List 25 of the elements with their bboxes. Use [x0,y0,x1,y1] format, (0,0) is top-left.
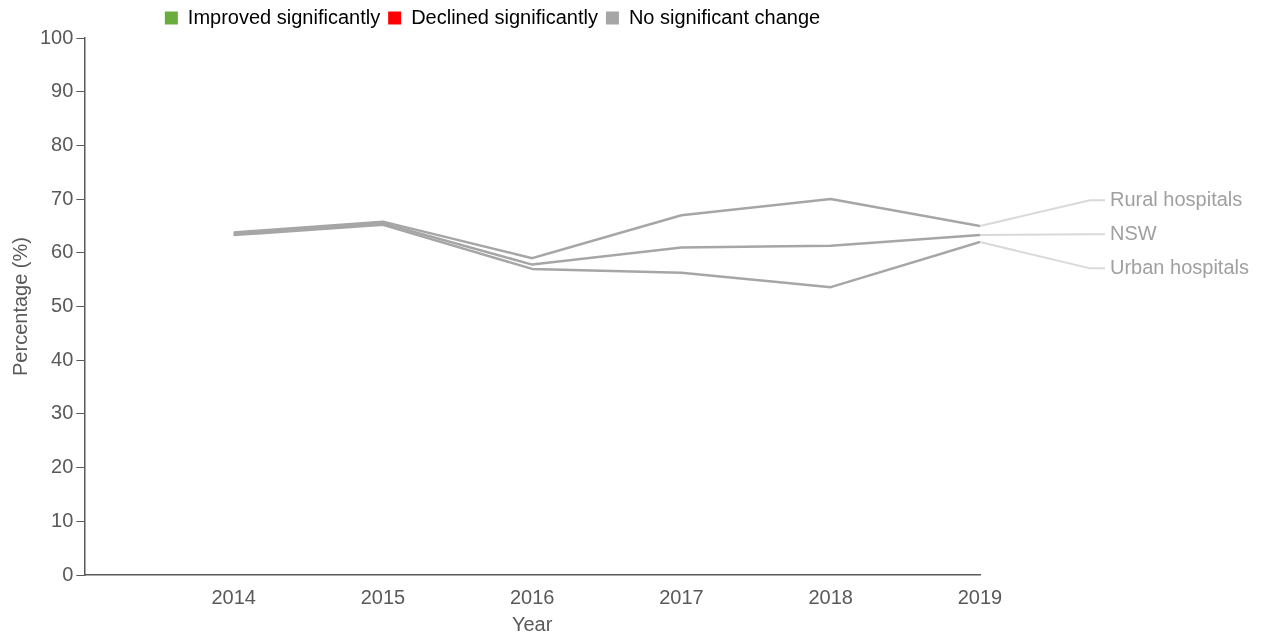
y-axis-title: Percentage (%) [8,237,31,376]
x-tick-label: 2014 [211,585,256,608]
legend-label: Declined significantly [411,5,598,28]
x-tick-label: 2017 [659,585,704,608]
text: NSW [1110,221,1157,244]
x-tick-label: 2015 [360,585,406,608]
y-tick-label: 40 [51,347,74,370]
y-tick-label: 60 [51,240,74,263]
text: Rural hospitals [1110,187,1243,210]
text: Urban hospitals [1110,255,1249,278]
y-tick-label: 0 [62,562,74,585]
y-tick-label: 90 [51,79,74,102]
x-axis-title: Year [511,612,553,635]
legend-label: No significant change [628,5,821,28]
y-tick-label: 70 [51,186,74,209]
y-tick-label: 50 [51,294,74,317]
y-tick-label: 100 [39,25,74,48]
y-tick-label: 80 [51,132,74,155]
legend-label: Improved significantly [187,5,381,28]
x-tick-label: 2019 [957,585,1003,608]
y-tick-label: 30 [51,401,74,424]
y-tick-label: 10 [51,508,74,531]
y-tick-label: 20 [51,455,74,478]
x-tick-label: 2018 [808,585,853,608]
x-tick-label: 2016 [509,585,555,608]
